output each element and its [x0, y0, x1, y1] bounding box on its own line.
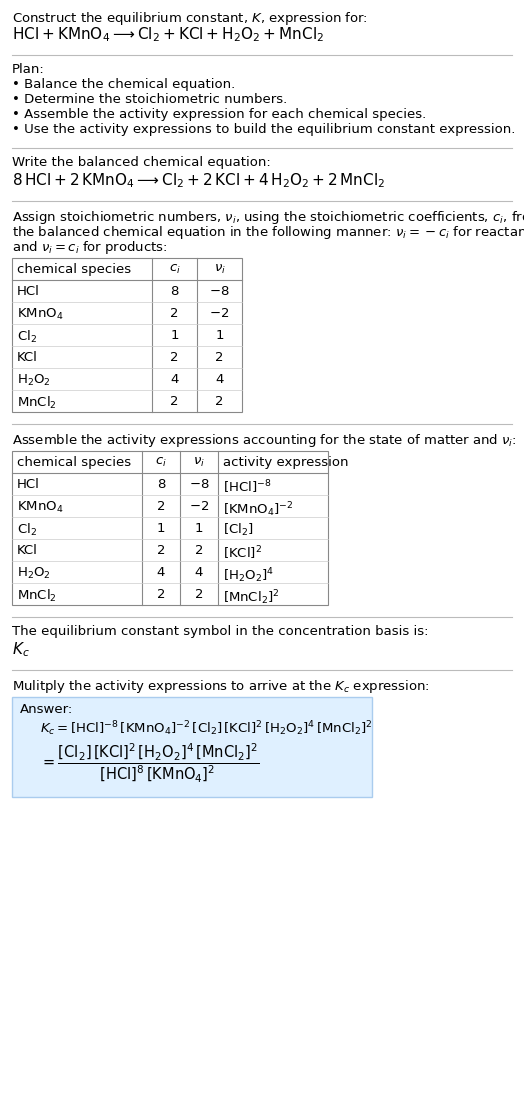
Text: 1: 1 — [215, 329, 224, 342]
Text: $c_i$: $c_i$ — [155, 456, 167, 469]
Text: • Balance the chemical equation.: • Balance the chemical equation. — [12, 78, 235, 91]
Text: KCl: KCl — [17, 544, 38, 557]
Text: 4: 4 — [215, 373, 224, 386]
Text: HCl: HCl — [17, 285, 40, 298]
Text: 2: 2 — [195, 588, 203, 601]
Text: Assemble the activity expressions accounting for the state of matter and $\nu_i$: Assemble the activity expressions accoun… — [12, 432, 517, 449]
Text: $K_c = [\mathrm{HCl}]^{-8}\,[\mathrm{KMnO_4}]^{-2}\,[\mathrm{Cl_2}]\,[\mathrm{KC: $K_c = [\mathrm{HCl}]^{-8}\,[\mathrm{KMn… — [40, 719, 373, 737]
Text: $[\mathrm{Cl_2}]$: $[\mathrm{Cl_2}]$ — [223, 522, 254, 539]
Text: 2: 2 — [170, 395, 179, 408]
Text: HCl: HCl — [17, 478, 40, 491]
Text: $-8$: $-8$ — [189, 478, 209, 491]
Text: Answer:: Answer: — [20, 703, 73, 717]
Text: and $\nu_i = c_i$ for products:: and $\nu_i = c_i$ for products: — [12, 238, 168, 256]
Text: $[\mathrm{MnCl_2}]^2$: $[\mathrm{MnCl_2}]^2$ — [223, 588, 279, 607]
FancyBboxPatch shape — [12, 697, 372, 797]
Text: Construct the equilibrium constant, $K$, expression for:: Construct the equilibrium constant, $K$,… — [12, 10, 368, 27]
Text: 2: 2 — [195, 544, 203, 557]
Text: Write the balanced chemical equation:: Write the balanced chemical equation: — [12, 156, 271, 169]
Text: 1: 1 — [157, 522, 165, 535]
Text: $[\mathrm{KCl}]^2$: $[\mathrm{KCl}]^2$ — [223, 544, 262, 562]
Text: $\mathrm{H_2O_2}$: $\mathrm{H_2O_2}$ — [17, 566, 51, 581]
Bar — [12, 258, 242, 412]
Text: • Determine the stoichiometric numbers.: • Determine the stoichiometric numbers. — [12, 93, 287, 106]
Text: 4: 4 — [157, 566, 165, 579]
Text: $[\mathrm{KMnO_4}]^{-2}$: $[\mathrm{KMnO_4}]^{-2}$ — [223, 500, 293, 519]
Text: the balanced chemical equation in the following manner: $\nu_i = -c_i$ for react: the balanced chemical equation in the fo… — [12, 224, 524, 241]
Text: $\mathrm{8\,HCl + 2\,KMnO_4 \longrightarrow Cl_2 + 2\,KCl + 4\,H_2O_2 + 2\,MnCl_: $\mathrm{8\,HCl + 2\,KMnO_4 \longrightar… — [12, 171, 385, 190]
Text: 2: 2 — [215, 395, 224, 408]
Text: $[\mathrm{H_2O_2}]^4$: $[\mathrm{H_2O_2}]^4$ — [223, 566, 274, 585]
Text: Mulitply the activity expressions to arrive at the $K_c$ expression:: Mulitply the activity expressions to arr… — [12, 678, 430, 695]
Bar — [12, 451, 328, 606]
Text: $\mathrm{KMnO_4}$: $\mathrm{KMnO_4}$ — [17, 500, 63, 515]
Text: 4: 4 — [195, 566, 203, 579]
Text: $= \dfrac{[\mathrm{Cl_2}]\,[\mathrm{KCl}]^2\,[\mathrm{H_2O_2}]^4\,[\mathrm{MnCl_: $= \dfrac{[\mathrm{Cl_2}]\,[\mathrm{KCl}… — [40, 742, 259, 786]
Text: $-2$: $-2$ — [210, 307, 230, 320]
Text: activity expression: activity expression — [223, 456, 348, 469]
Text: The equilibrium constant symbol in the concentration basis is:: The equilibrium constant symbol in the c… — [12, 625, 429, 639]
Text: 2: 2 — [157, 544, 165, 557]
Text: Assign stoichiometric numbers, $\nu_i$, using the stoichiometric coefficients, $: Assign stoichiometric numbers, $\nu_i$, … — [12, 209, 524, 226]
Text: $\mathrm{MnCl_2}$: $\mathrm{MnCl_2}$ — [17, 588, 57, 604]
Text: 1: 1 — [195, 522, 203, 535]
Text: 2: 2 — [170, 351, 179, 364]
Text: 8: 8 — [170, 285, 179, 298]
Text: $\mathrm{Cl_2}$: $\mathrm{Cl_2}$ — [17, 522, 37, 539]
Text: $\nu_i$: $\nu_i$ — [193, 456, 205, 469]
Bar — [12, 451, 328, 606]
Text: $\mathrm{KMnO_4}$: $\mathrm{KMnO_4}$ — [17, 307, 63, 322]
Text: $[\mathrm{HCl}]^{-8}$: $[\mathrm{HCl}]^{-8}$ — [223, 478, 271, 496]
Bar — [12, 258, 242, 412]
Text: $\nu_i$: $\nu_i$ — [214, 263, 225, 276]
Text: • Use the activity expressions to build the equilibrium constant expression.: • Use the activity expressions to build … — [12, 123, 516, 136]
Text: 2: 2 — [215, 351, 224, 364]
Text: 2: 2 — [170, 307, 179, 320]
Text: chemical species: chemical species — [17, 456, 131, 469]
Text: 8: 8 — [157, 478, 165, 491]
Text: $-8$: $-8$ — [209, 285, 230, 298]
Text: 2: 2 — [157, 588, 165, 601]
Text: 1: 1 — [170, 329, 179, 342]
Text: chemical species: chemical species — [17, 263, 131, 276]
Text: $\mathrm{HCl + KMnO_4 \longrightarrow Cl_2 + KCl + H_2O_2 + MnCl_2}$: $\mathrm{HCl + KMnO_4 \longrightarrow Cl… — [12, 25, 324, 44]
Text: • Assemble the activity expression for each chemical species.: • Assemble the activity expression for e… — [12, 108, 426, 121]
Text: $\mathrm{Cl_2}$: $\mathrm{Cl_2}$ — [17, 329, 37, 345]
Text: $-2$: $-2$ — [189, 500, 209, 513]
Text: $c_i$: $c_i$ — [169, 263, 180, 276]
Text: Plan:: Plan: — [12, 63, 45, 76]
Text: KCl: KCl — [17, 351, 38, 364]
Text: 4: 4 — [170, 373, 179, 386]
Text: $\mathrm{MnCl_2}$: $\mathrm{MnCl_2}$ — [17, 395, 57, 411]
Text: $K_c$: $K_c$ — [12, 640, 30, 658]
Text: $\mathrm{H_2O_2}$: $\mathrm{H_2O_2}$ — [17, 373, 51, 388]
Text: 2: 2 — [157, 500, 165, 513]
